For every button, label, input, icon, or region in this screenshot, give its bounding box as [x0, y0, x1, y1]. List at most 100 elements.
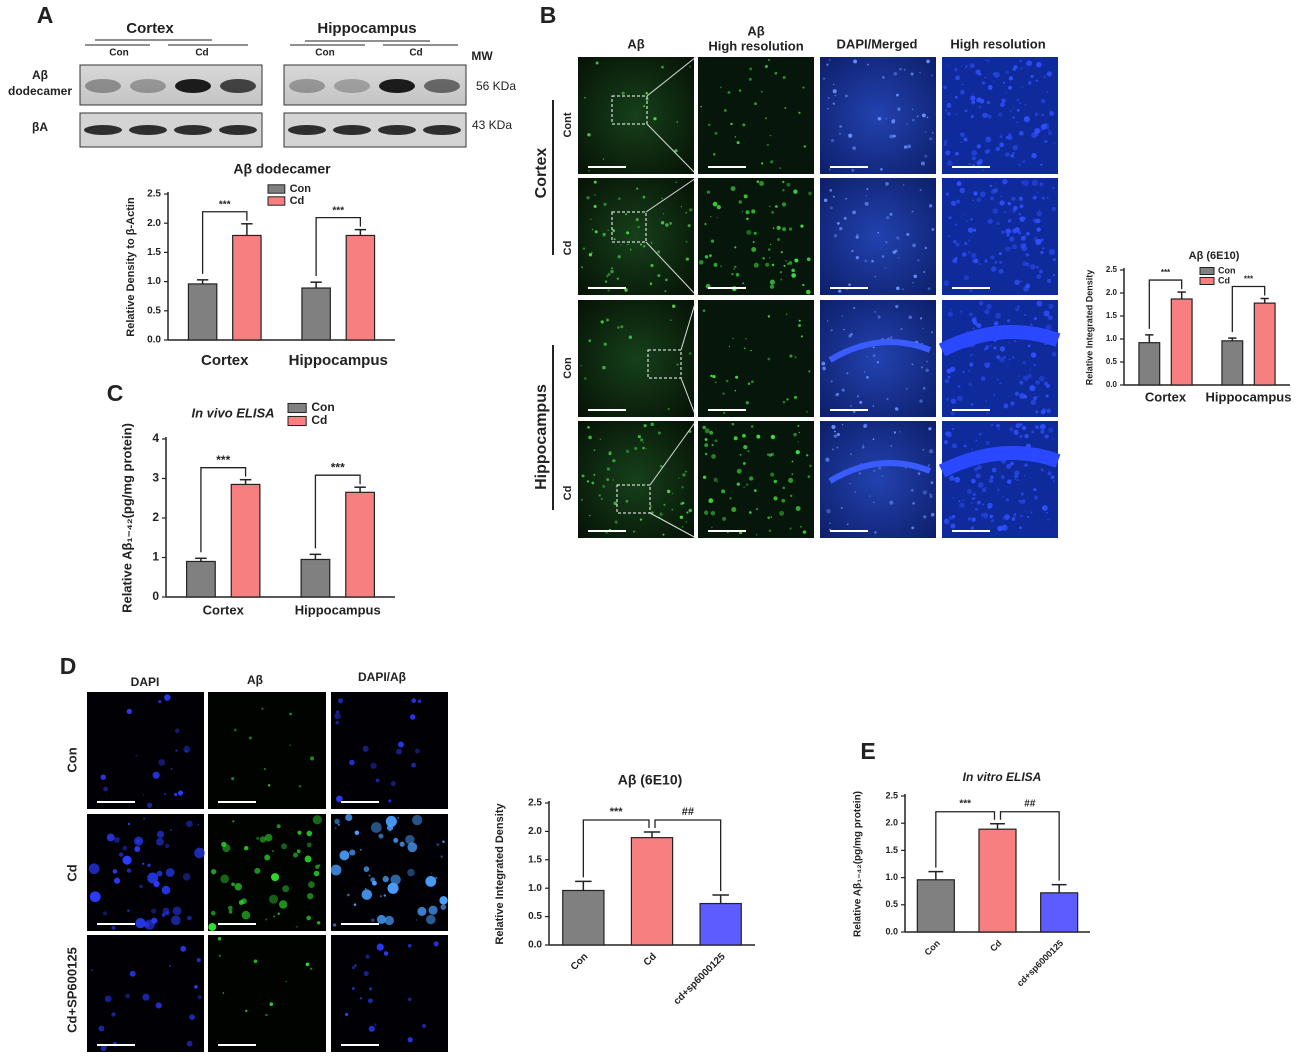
micrograph-spot: [1020, 235, 1026, 241]
micrograph-spot: [964, 241, 968, 246]
micrograph-spot: [1022, 160, 1026, 164]
micrograph-spot: [782, 180, 785, 184]
micrograph-spot: [1018, 163, 1021, 167]
micrograph-spot: [316, 921, 321, 925]
y-tick-label: 1.5: [1106, 311, 1118, 320]
micrograph-spot: [839, 227, 843, 231]
micrograph-spot: [1013, 429, 1019, 435]
micrograph-spot: [991, 467, 997, 473]
micrograph-spot: [282, 885, 290, 893]
micrograph-spot: [1015, 423, 1021, 429]
micrograph-spot: [889, 500, 894, 505]
micrograph-spot: [946, 431, 953, 438]
blot-image: [283, 64, 467, 106]
micrograph: [942, 421, 1058, 538]
micrograph-spot: [336, 795, 343, 803]
micrograph-spot: [180, 945, 187, 952]
micrograph-spot: [996, 378, 999, 381]
chart-title: Aβ (6E10): [618, 772, 683, 788]
micrograph-spot: [172, 906, 182, 916]
micrograph-spot: [1038, 269, 1043, 274]
micrograph-spot: [1035, 238, 1042, 246]
micrograph-spot: [127, 909, 130, 912]
micrograph-spot: [142, 794, 145, 796]
micrograph-spot: [946, 111, 951, 116]
micrograph-spot: [688, 352, 692, 355]
micrograph-spot: [1010, 109, 1013, 113]
micrograph-spot: [228, 910, 233, 914]
micrograph-spot: [272, 850, 274, 852]
micrograph-spot: [800, 224, 804, 228]
micrograph-spot: [919, 71, 921, 74]
micrograph-spot: [911, 108, 914, 111]
micrograph-spot: [924, 154, 928, 158]
micrograph-spot: [126, 868, 132, 873]
micrograph-spot: [897, 108, 901, 112]
micrograph-spot: [1024, 433, 1029, 439]
micrograph-spot: [155, 1002, 162, 1009]
micrograph-spot: [884, 267, 886, 269]
micrograph-spot: [1019, 380, 1024, 385]
micrograph-spot: [383, 951, 389, 956]
micrograph-spot: [791, 473, 794, 475]
micrograph-spot: [1047, 128, 1050, 131]
micrograph-spot: [830, 380, 833, 383]
micrograph-spot: [943, 439, 949, 445]
micrograph-spot: [846, 372, 849, 375]
y-tick-label: 2.0: [528, 826, 542, 837]
micrograph-spot: [1018, 375, 1020, 377]
micrograph-spot: [439, 896, 448, 905]
column-header: DAPI/Merged: [837, 36, 918, 51]
micrograph-spot: [580, 498, 583, 501]
micrograph-spot: [600, 320, 604, 324]
micrograph-spot: [135, 918, 146, 929]
micrograph-spot: [974, 507, 978, 511]
zoom-line: [645, 177, 697, 213]
micrograph-spot: [756, 508, 759, 511]
y-tick-label: 2: [152, 510, 159, 524]
micrograph-spot: [769, 284, 775, 289]
micrograph-spot: [924, 131, 927, 133]
micrograph-spot: [1047, 130, 1053, 136]
legend-label: Cd: [290, 195, 305, 207]
micrograph-spot: [1007, 219, 1012, 223]
micrograph-spot: [686, 511, 689, 514]
x-tick-label: Con: [569, 951, 591, 973]
micrograph-spot: [1024, 314, 1026, 316]
micrograph-spot: [970, 478, 976, 484]
micrograph-spot: [965, 65, 968, 68]
micrograph-spot: [685, 211, 688, 214]
micrograph-spot: [945, 150, 951, 156]
micrograph-spot: [834, 94, 837, 97]
micrograph-spot: [264, 768, 266, 770]
column-header: Aβ: [747, 23, 764, 38]
micrograph-spot: [700, 106, 702, 108]
significance-label: ***: [610, 806, 624, 818]
row-label: Con: [562, 357, 574, 379]
micrograph-spot: [411, 762, 416, 768]
micrograph-spot: [862, 444, 864, 446]
micrograph-spot: [745, 210, 750, 215]
micrograph-spot: [382, 875, 389, 883]
micrograph-spot: [992, 72, 997, 76]
micrograph-spot: [1014, 512, 1017, 515]
micrograph-spot: [1031, 430, 1035, 434]
micrograph-spot: [708, 498, 714, 504]
micrograph-spot: [872, 405, 875, 407]
micrograph-spot: [1004, 212, 1007, 214]
micrograph-spot: [1036, 227, 1041, 232]
micrograph-spot: [722, 392, 725, 395]
micrograph-spot: [1024, 463, 1028, 467]
micrograph-spot: [910, 488, 914, 492]
micrograph-spot: [998, 268, 1004, 274]
micrograph-spot: [278, 900, 288, 909]
micrograph-spot: [621, 91, 625, 95]
micrograph-spot: [840, 507, 843, 509]
micrograph-spot: [976, 97, 982, 103]
micrograph-spot: [772, 227, 775, 229]
micrograph-spot: [922, 490, 927, 495]
micrograph-spot: [930, 74, 933, 77]
blot-band: [333, 125, 371, 135]
micrograph: [578, 57, 694, 174]
micrograph-spot: [953, 240, 957, 244]
